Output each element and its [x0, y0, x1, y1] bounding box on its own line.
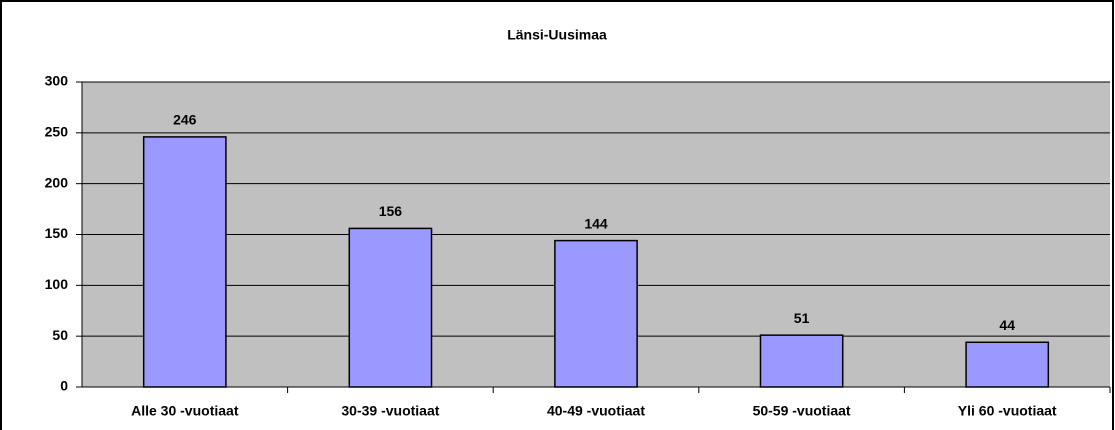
bar	[965, 341, 1050, 388]
y-tick-label: 200	[45, 174, 69, 190]
data-label: 144	[584, 215, 608, 231]
y-tick-label: 0	[60, 378, 68, 394]
chart-title: Länsi-Uusimaa	[507, 27, 607, 43]
data-label: 51	[794, 310, 810, 326]
y-tick-label: 100	[45, 276, 69, 292]
bar	[759, 334, 844, 388]
data-label: 156	[379, 203, 403, 219]
bar	[554, 239, 638, 388]
y-tick-label: 250	[45, 124, 69, 140]
x-tick-label: Alle 30 -vuotiaat	[131, 403, 239, 419]
x-tick-label: 30-39 -vuotiaat	[341, 403, 439, 419]
y-tick-label: 150	[45, 225, 69, 241]
data-label: 246	[173, 112, 197, 128]
data-label: 44	[999, 317, 1015, 333]
bar	[142, 136, 227, 388]
x-tick-label: Yli 60 -vuotiaat	[958, 403, 1057, 419]
bar	[348, 227, 433, 388]
x-tick-label: 50-59 -vuotiaat	[753, 403, 851, 419]
y-tick-label: 300	[45, 73, 69, 89]
y-tick-label: 50	[52, 327, 68, 343]
x-tick-label: 40-49 -vuotiaat	[547, 403, 645, 419]
